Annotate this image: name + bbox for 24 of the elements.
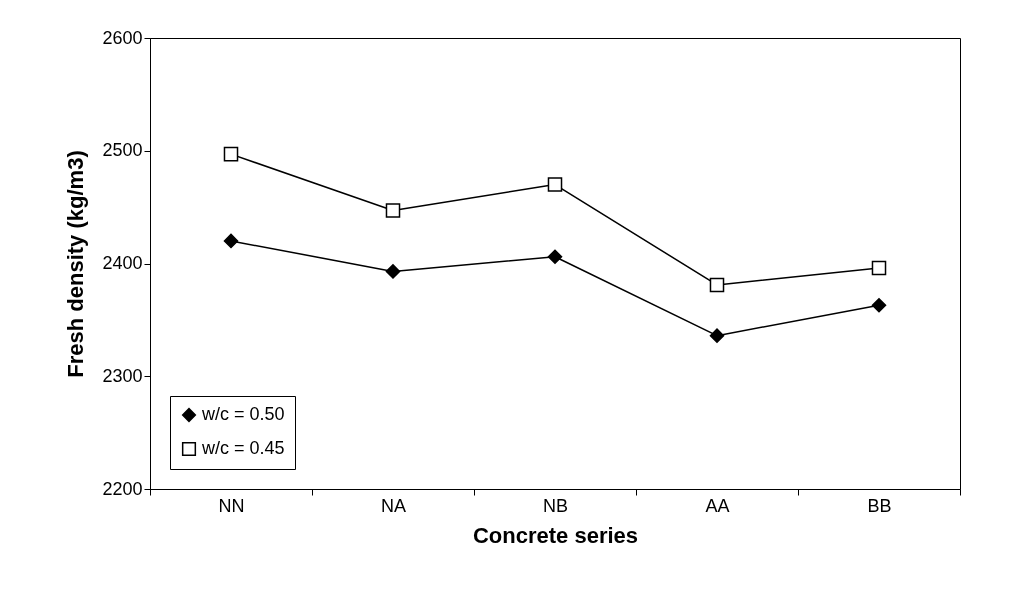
- point: [223, 146, 239, 162]
- point: [871, 297, 887, 313]
- point: [709, 328, 725, 343]
- x-tick-label: NN: [218, 495, 245, 516]
- x-tick-label: NA: [380, 495, 407, 516]
- x-axis-title: Concrete series: [472, 522, 639, 548]
- legend-label: w/c = 0.45: [201, 438, 285, 458]
- y-tick-label: 2500: [102, 140, 143, 161]
- point: [223, 233, 239, 249]
- x-tick-label: NB: [542, 495, 569, 516]
- y-tick-label: 2600: [102, 27, 143, 48]
- x-tick-label: AA: [705, 495, 730, 516]
- y-tick-label: 2400: [102, 253, 143, 273]
- x-tick-label: BB: [867, 495, 892, 516]
- legend-label: w/c = 0.50: [201, 404, 285, 424]
- y-tick-label: 2200: [102, 478, 143, 499]
- point: [547, 249, 563, 264]
- point: [385, 203, 401, 218]
- y-tick-label: 2300: [102, 365, 143, 386]
- point: [709, 277, 725, 293]
- point: [547, 177, 563, 192]
- point: [385, 264, 401, 279]
- y-axis-title: Fresh density (kg/m3): [63, 150, 89, 378]
- point: [871, 260, 887, 276]
